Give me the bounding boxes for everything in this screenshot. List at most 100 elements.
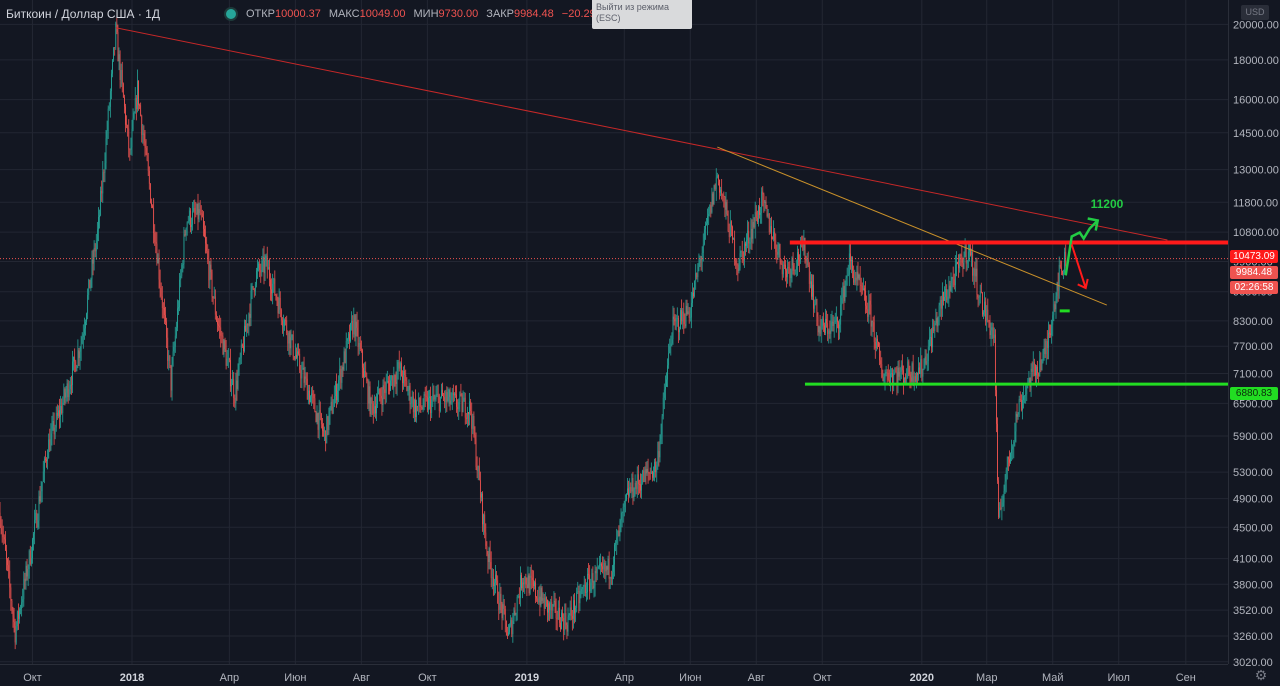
candle-body [330, 401, 332, 407]
candle-body [816, 298, 818, 317]
candle-body [323, 430, 324, 432]
candle-body [465, 417, 467, 419]
candle-body [778, 244, 780, 249]
candle-body [657, 451, 659, 465]
candle-body [444, 397, 446, 403]
price-tick-label: 5300.00 [1233, 467, 1273, 479]
candle-body [445, 392, 447, 403]
candle-body [279, 297, 281, 310]
candle-body [28, 550, 30, 569]
candle-body [213, 296, 215, 298]
candle-body [482, 493, 483, 525]
candle-body [738, 268, 740, 272]
candle-body [14, 621, 16, 643]
candle-body [436, 394, 438, 397]
candle-body [675, 318, 677, 322]
candle-body [1051, 324, 1053, 335]
price-tick-label: 5900.00 [1233, 431, 1273, 443]
candle-body [86, 313, 87, 322]
time-tick-label: Окт [813, 672, 832, 684]
candle-body [913, 376, 915, 382]
candle-body [1046, 341, 1048, 348]
candle-body [314, 398, 316, 412]
candle-body [999, 507, 1001, 518]
candle-body [153, 207, 155, 234]
candle-body [575, 607, 576, 614]
candle-body [3, 537, 5, 540]
candle-body [632, 477, 634, 498]
candle-body [646, 468, 648, 474]
candle-body [410, 403, 412, 405]
candle-body [509, 625, 510, 633]
candle-body [679, 329, 680, 333]
candle-body [782, 264, 784, 275]
candle-body [528, 575, 530, 594]
chart-legend: Биткоин / Доллар США · 1Д ОТКР10000.37 М… [6, 5, 596, 23]
candle-body [568, 615, 570, 617]
candle-body [634, 482, 636, 496]
candle-body [623, 501, 625, 507]
candle-body [117, 32, 119, 62]
settings-gear-icon[interactable]: ⚙ [1254, 667, 1268, 683]
candle-body [1011, 449, 1012, 454]
candle-body [995, 334, 996, 391]
candle-body [138, 80, 139, 106]
candle-body [1041, 362, 1043, 371]
candle-body [936, 318, 938, 327]
candle-body [685, 305, 687, 327]
candle-body [277, 301, 279, 314]
price-tick-label: 4900.00 [1233, 494, 1273, 506]
candle-body [570, 607, 572, 616]
candle-body [328, 414, 330, 430]
candle-body [325, 430, 327, 444]
candle-body [177, 308, 178, 328]
candle-body [188, 210, 190, 222]
candle-body [688, 311, 690, 318]
currency-badge[interactable]: USD [1241, 5, 1269, 20]
candle-body [637, 474, 639, 485]
candle-body [1062, 270, 1063, 275]
candle-body [460, 393, 462, 395]
candle-body [890, 373, 891, 385]
candle-body [884, 374, 886, 379]
candle-body [712, 193, 714, 205]
candle-body [762, 191, 764, 195]
candle-body [707, 216, 708, 224]
candle-body [195, 213, 197, 214]
candle-body [818, 326, 820, 333]
time-axis[interactable]: Окт 2018 Апр Июн Авг Окт 2019 Апр Июн Авг Окт 2020 М… [0, 664, 1228, 685]
candle-body [102, 172, 104, 194]
time-tick-label: Июн [284, 672, 306, 684]
candle-body [288, 331, 290, 344]
candle-body [274, 278, 276, 295]
candle-body [303, 367, 305, 383]
candle-body [217, 321, 218, 325]
candle-body [990, 330, 992, 336]
candle-body [165, 314, 166, 322]
candle-body [126, 124, 127, 126]
candle-body [402, 376, 403, 384]
candle-body [873, 322, 875, 342]
candle-body [73, 356, 74, 362]
candle-body [534, 582, 535, 587]
candle-body [341, 366, 343, 383]
candle-body [652, 471, 653, 478]
candle-body [927, 346, 929, 361]
candle-body [266, 255, 268, 270]
candle-body [207, 250, 209, 259]
exit-fullscreen-tooltip[interactable]: Выйти из режима (ESC) [592, 0, 692, 29]
symbol-title[interactable]: Биткоин / Доллар США · 1Д [6, 7, 160, 21]
price-tick-label: 11800.00 [1233, 197, 1278, 209]
candle-body [35, 512, 37, 521]
candle-body [243, 345, 244, 352]
candle-body [527, 575, 529, 589]
candle-body [109, 91, 111, 107]
candle-body [900, 365, 902, 372]
price-axis[interactable]: 3020.00 3260.00 3520.00 3800.00 4100.00 4500.… [1228, 0, 1280, 686]
candle-body [38, 496, 40, 521]
candle-body [424, 394, 426, 396]
candle-body [401, 363, 402, 377]
candle-body [129, 149, 131, 151]
candle-body [794, 269, 796, 271]
